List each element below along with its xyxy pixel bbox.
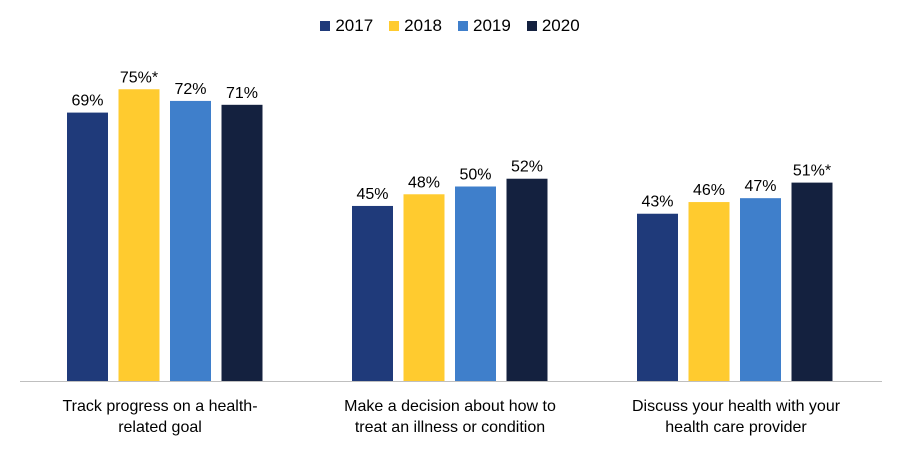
category-label-line: related goal xyxy=(118,419,202,436)
bar-2020-cat1 xyxy=(506,178,548,381)
legend-swatch-2017 xyxy=(320,21,331,31)
category-label-discuss-health: Discuss your health with your health car… xyxy=(596,396,876,438)
bar-2019-cat0 xyxy=(170,100,211,382)
legend-item-2020: 2020 xyxy=(526,16,580,36)
data-label-2018-cat1: 48% xyxy=(408,174,440,191)
data-label-2018-cat0: 75%* xyxy=(120,69,158,86)
category-label-line: Discuss your health with your xyxy=(631,398,841,415)
legend-label-2017: 2017 xyxy=(335,16,374,35)
data-label-2018-cat2: 46% xyxy=(693,182,725,199)
legend-item-2018: 2018 xyxy=(389,16,442,36)
data-label-2019-cat0: 72% xyxy=(174,81,206,98)
legend: 2017 2018 2019 2020 xyxy=(0,16,900,36)
category-label-track-progress: Track progress on a health- related goal xyxy=(20,396,300,438)
bar-2019-cat2 xyxy=(740,198,781,381)
data-label-2019-cat2: 47% xyxy=(744,178,776,195)
legend-item-2019: 2019 xyxy=(458,16,511,36)
bar-2018-cat1 xyxy=(403,194,445,381)
bar-2017-cat2 xyxy=(637,213,678,381)
legend-label-2019: 2019 xyxy=(473,16,511,35)
legend-swatch-2019 xyxy=(458,21,468,31)
bar-2017-cat0 xyxy=(67,112,108,381)
bar-2018-cat2 xyxy=(688,202,730,381)
data-label-2019-cat1: 50% xyxy=(459,167,491,184)
category-label-line: Make a decision about how to xyxy=(344,398,556,415)
category-label-line: treat an illness or condition xyxy=(354,419,546,436)
legend-label-2018: 2018 xyxy=(404,16,442,35)
data-label-2020-cat2: 51%* xyxy=(793,163,831,180)
bar-2020-cat0 xyxy=(221,104,263,381)
data-label-2020-cat0: 71% xyxy=(226,85,258,102)
category-label-make-decision: Make a decision about how to treat an il… xyxy=(310,396,590,438)
legend-item-2017: 2017 xyxy=(320,16,373,36)
legend-label-2020: 2020 xyxy=(541,16,580,35)
bar-2017-cat1 xyxy=(352,205,393,381)
category-label-line: Track progress on a health- xyxy=(62,398,258,415)
data-label-2017-cat2: 43% xyxy=(641,194,673,211)
bar-2018-cat0 xyxy=(118,89,160,381)
bar-2019-cat1 xyxy=(455,186,496,381)
category-label-line: health care provider xyxy=(665,419,807,436)
bar-2020-cat2 xyxy=(791,182,833,381)
legend-swatch-2020 xyxy=(526,21,537,31)
data-label-2017-cat0: 69% xyxy=(71,93,103,110)
data-label-2020-cat1: 52% xyxy=(511,159,543,176)
data-label-2017-cat1: 45% xyxy=(356,186,388,203)
legend-swatch-2018 xyxy=(389,21,400,31)
